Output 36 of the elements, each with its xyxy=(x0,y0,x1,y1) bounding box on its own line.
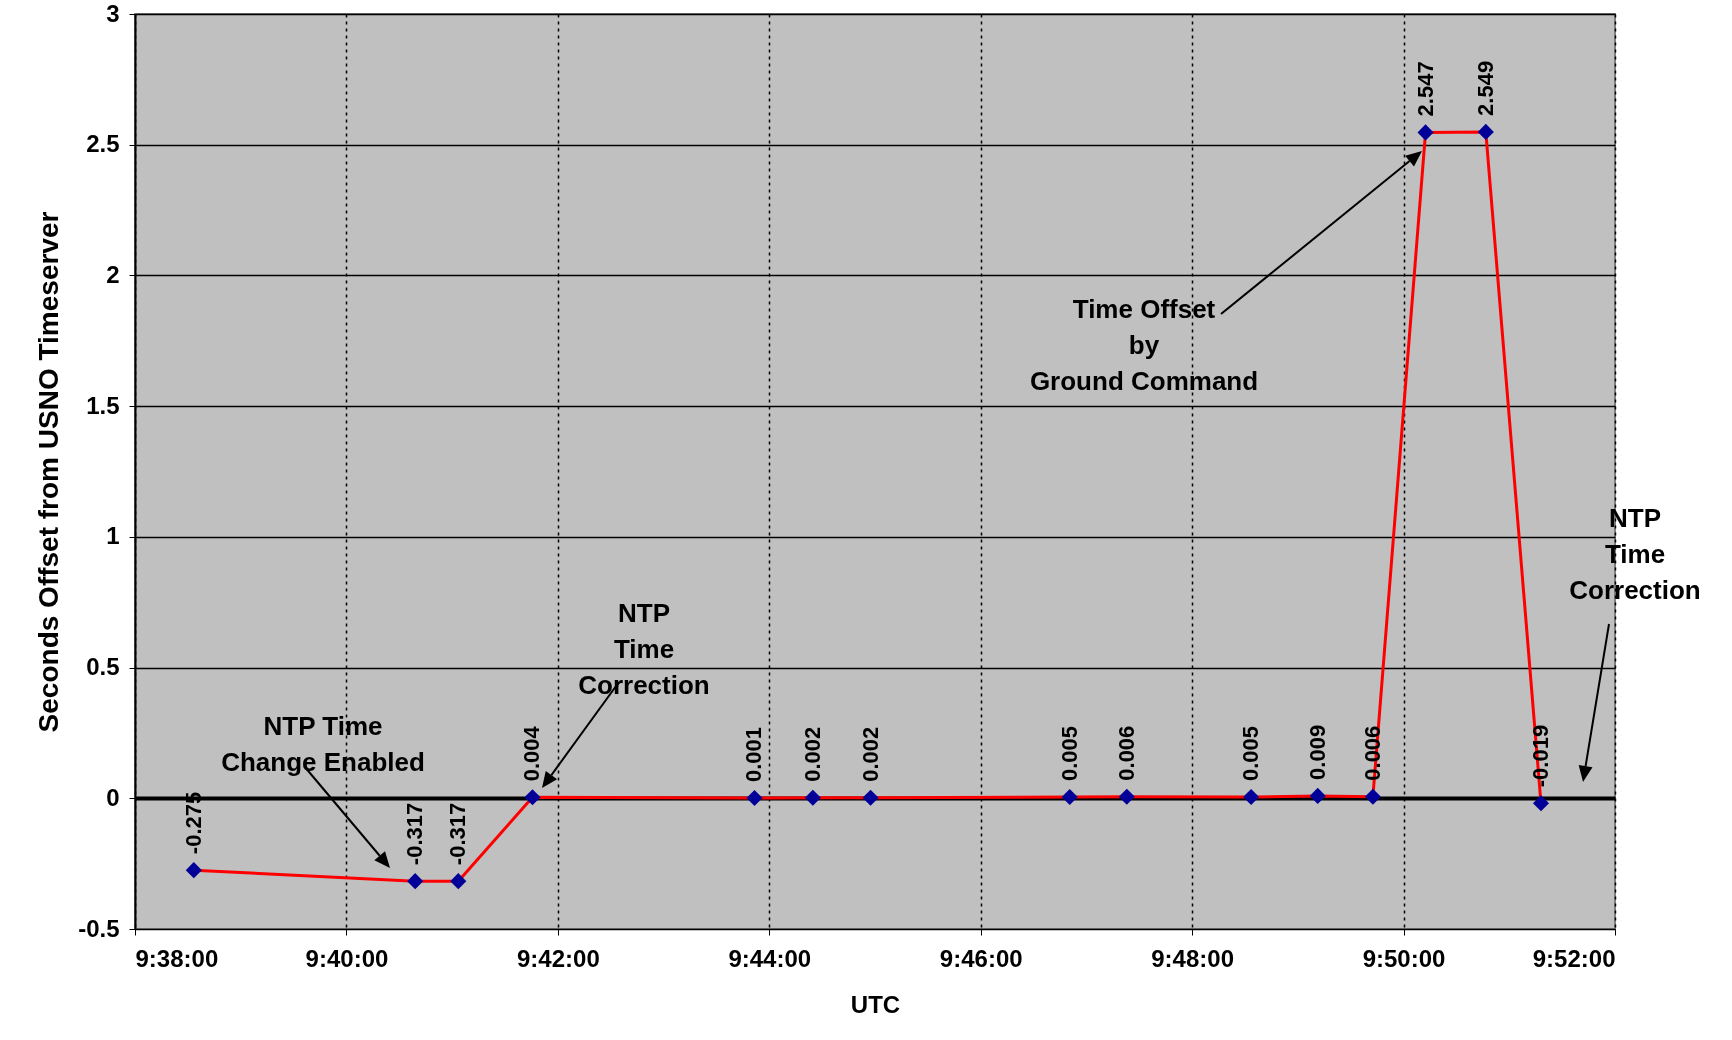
x-axis-title: UTC xyxy=(850,990,901,1018)
data-label: -0.317 xyxy=(445,802,471,866)
x-tick-label: 9:48:00 xyxy=(1151,944,1234,972)
y-tick-label: 1.5 xyxy=(86,391,120,419)
y-tick-label: -0.5 xyxy=(78,914,120,942)
y-tick-label: 3 xyxy=(106,0,120,27)
x-tick-label: 9:38:00 xyxy=(135,944,219,972)
annotation: NTP Time Correction xyxy=(578,598,710,700)
y-tick-label: 2 xyxy=(106,260,120,288)
data-label: 0.002 xyxy=(799,726,825,782)
y-tick-label: 1 xyxy=(106,522,120,550)
data-label: 2.549 xyxy=(1472,60,1498,116)
x-tick-label: 9:52:00 xyxy=(1532,944,1616,972)
data-label: 0.002 xyxy=(857,726,883,782)
y-axis-title: Seconds Offset from USNO Timeserver xyxy=(33,211,65,733)
data-label: -0.019 xyxy=(1527,724,1553,788)
annotation: NTP Time Change Enabled xyxy=(221,711,425,777)
data-label: 0.009 xyxy=(1304,724,1330,780)
data-label: 0.004 xyxy=(519,725,545,782)
x-tick-label: 9:50:00 xyxy=(1362,944,1446,972)
annotation: NTP Time Correction xyxy=(1569,503,1701,605)
data-label: 0.006 xyxy=(1359,725,1385,781)
y-tick-label: 0 xyxy=(106,783,120,811)
x-tick-label: 9:42:00 xyxy=(517,944,600,972)
data-label: -0.317 xyxy=(402,802,428,866)
annotation: Time Offset by Ground Command xyxy=(1029,294,1259,396)
data-label: 0.005 xyxy=(1238,725,1264,781)
x-tick-label: 9:40:00 xyxy=(305,944,389,972)
data-label: 0.006 xyxy=(1113,725,1139,781)
data-label: 0.005 xyxy=(1056,725,1082,781)
y-tick-label: 2.5 xyxy=(86,130,120,158)
y-tick-label: 0.5 xyxy=(86,653,120,681)
x-tick-label: 9:46:00 xyxy=(939,944,1023,972)
x-tick-label: 9:44:00 xyxy=(728,944,812,972)
data-label: 2.547 xyxy=(1412,61,1438,117)
data-label: 0.001 xyxy=(741,726,767,783)
